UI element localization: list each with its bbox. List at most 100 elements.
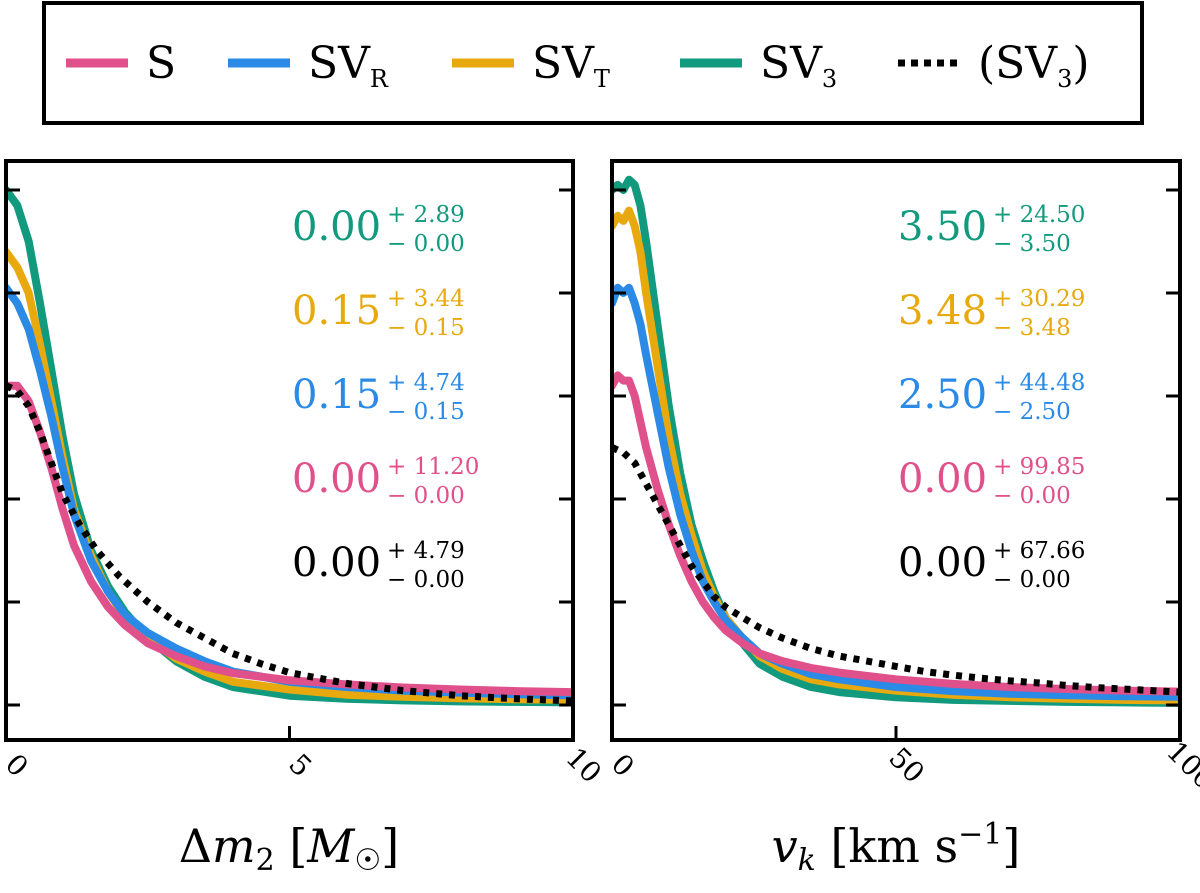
series-line-sv-t — [6, 247, 573, 704]
x-tick-label: 100 — [1160, 735, 1200, 796]
series-line-sv-3 — [6, 186, 573, 707]
annotation-lower-error: − 0.00 — [993, 567, 1071, 593]
series-line-sv-3 — [612, 175, 1180, 707]
xlabel-dm2-unit: M — [306, 819, 356, 873]
legend-label-main: SV — [308, 38, 371, 89]
axes-frame-vk — [610, 159, 1182, 742]
annotation-sv-3: 3.50 + 24.50 − 3.50 — [898, 202, 1085, 257]
legend: S SVR SVT SV3 (SV3) — [42, 1, 1144, 125]
series-line-sv-t — [612, 206, 1180, 705]
annotation-upper-error: + 44.48 — [993, 370, 1085, 396]
legend-label-sub: R — [370, 65, 389, 93]
annotation-lower-error: − 3.50 — [993, 231, 1071, 257]
annotation-value: 3.50 — [898, 204, 987, 250]
xlabel-dm2-m: m — [212, 819, 256, 873]
legend-label-main: (SV — [978, 38, 1058, 89]
annotation-value: 0.00 — [898, 456, 987, 502]
legend-frame — [42, 1, 1144, 125]
series-line-s — [612, 371, 1180, 696]
annotation-value: 3.48 — [898, 288, 987, 334]
annotation-upper-error: + 11.20 — [387, 454, 479, 480]
x-tick-label: 10 — [559, 741, 608, 790]
annotation-lower-error: − 0.15 — [387, 315, 465, 341]
xlabel-vk-sup: −1 — [958, 817, 1002, 852]
series-line-sv-3-dotted — [612, 444, 1180, 696]
annotation-upper-error: + 30.29 — [993, 286, 1085, 312]
annotation-value: 0.00 — [292, 456, 381, 502]
legend-item-sv-3: SV3 — [680, 38, 837, 93]
annotation-lower-error: − 0.15 — [387, 399, 465, 425]
legend-item-sv-3-dotted: (SV3) — [898, 38, 1090, 93]
legend-items: S SVR SVT SV3 (SV3) — [66, 38, 1090, 93]
annotation-lower-error: − 3.48 — [993, 315, 1071, 341]
x-tick-label: 0 — [0, 747, 35, 783]
x-tick-label: 5 — [282, 747, 318, 783]
xlabel-dm2-delta: Δ — [179, 819, 212, 873]
xlabel-dm2-unit-close: ] — [381, 819, 399, 873]
xlabel-vk-sub: k — [798, 843, 816, 878]
legend-item-s: S — [66, 38, 176, 89]
annotation-lower-error: − 0.00 — [387, 567, 465, 593]
xlabel-vk-unit-open: [km s — [816, 819, 958, 873]
xlabel-vk-unit-close: ] — [1002, 819, 1020, 873]
series-group-vk — [612, 175, 1180, 707]
legend-label-main: SV — [532, 38, 595, 89]
series-line-sv-r — [612, 283, 1180, 701]
legend-label-main: S — [146, 38, 176, 89]
x-tick-label: 0 — [605, 747, 641, 783]
annotation-upper-error: + 3.44 — [387, 286, 465, 312]
series-line-sv-r — [6, 283, 573, 700]
axes-frame-dm2 — [4, 159, 575, 742]
legend-label-sub: 3 — [1057, 65, 1072, 93]
annotation-sv-t: 0.15 + 3.44 − 0.15 — [292, 286, 465, 341]
legend-label-sub: 3 — [822, 65, 837, 93]
annotation-value: 0.15 — [292, 372, 381, 418]
annotation-value: 0.00 — [292, 204, 381, 250]
legend-item-sv-r: SVR — [228, 38, 389, 93]
annotation-s: 0.00 + 11.20 − 0.00 — [292, 454, 479, 509]
annotation-upper-error: + 99.85 — [993, 454, 1085, 480]
legend-label-suffix: ) — [1072, 38, 1089, 89]
legend-label: (SV3) — [978, 38, 1090, 93]
annotation-black: 0.00 + 67.66 − 0.00 — [898, 538, 1085, 593]
legend-label-sub: T — [594, 65, 610, 93]
annotation-upper-error: + 4.74 — [387, 370, 465, 396]
xlabel-vk-v: v — [772, 819, 798, 873]
legend-label: SVT — [532, 38, 610, 93]
legend-label-main: SV — [760, 38, 823, 89]
annotation-value: 2.50 — [898, 372, 987, 418]
legend-label: SV3 — [760, 38, 837, 93]
annotation-sv-r: 0.15 + 4.74 − 0.15 — [292, 370, 465, 425]
annotation-black: 0.00 + 4.79 − 0.00 — [292, 538, 465, 593]
xlabel-dm2-sub: 2 — [256, 843, 275, 878]
panel-vk: 0 50 100 3.50 + 24.50 − 3.50 3.48 + 30.29 − 3.4… — [605, 159, 1200, 878]
annotation-sv-t: 3.48 + 30.29 − 3.48 — [898, 286, 1085, 341]
annotation-value: 0.00 — [292, 540, 381, 586]
panel-dm2: 0 5 10 0.00 + 2.89− 0.000.15 + 3.44− 0.150.1… — [0, 159, 608, 878]
x-tick-label: 50 — [882, 741, 931, 790]
annotations-vk: 3.50 + 24.50− 3.503.48 + 30.29− 3.482.50 + … — [898, 202, 1085, 593]
annotation-upper-error: + 4.79 — [387, 538, 465, 564]
legend-label: S — [146, 38, 176, 89]
legend-label: SVR — [308, 38, 389, 93]
annotation-lower-error: − 0.00 — [993, 483, 1071, 509]
annotation-lower-error: − 2.50 — [993, 399, 1071, 425]
annotation-lower-error: − 0.00 — [387, 483, 465, 509]
xlabel-dm2-unit-open: [ — [275, 819, 308, 873]
annotation-sv-r: 2.50 + 44.48 − 2.50 — [898, 370, 1085, 425]
xlabel-dm2-sun: ☉ — [354, 843, 381, 878]
legend-item-sv-t: SVT — [452, 38, 610, 93]
series-line-sv-3-dotted — [6, 382, 573, 705]
annotation-lower-error: − 0.00 — [387, 231, 465, 257]
annotation-value: 0.15 — [292, 288, 381, 334]
xlabel-vk: vk [km s−1] — [772, 817, 1021, 878]
annotation-upper-error: + 24.50 — [993, 202, 1085, 228]
xlabel-dm2: Δm2 [M☉] — [179, 819, 400, 878]
annotation-value: 0.00 — [898, 540, 987, 586]
series-group-dm2 — [6, 186, 573, 707]
annotation-upper-error: + 2.89 — [387, 202, 465, 228]
annotation-upper-error: + 67.66 — [993, 538, 1085, 564]
annotation-s: 0.00 + 99.85 − 0.00 — [898, 454, 1085, 509]
annotations-dm2: 0.00 + 2.89− 0.000.15 + 3.44− 0.150.15 + 4.… — [292, 202, 479, 593]
